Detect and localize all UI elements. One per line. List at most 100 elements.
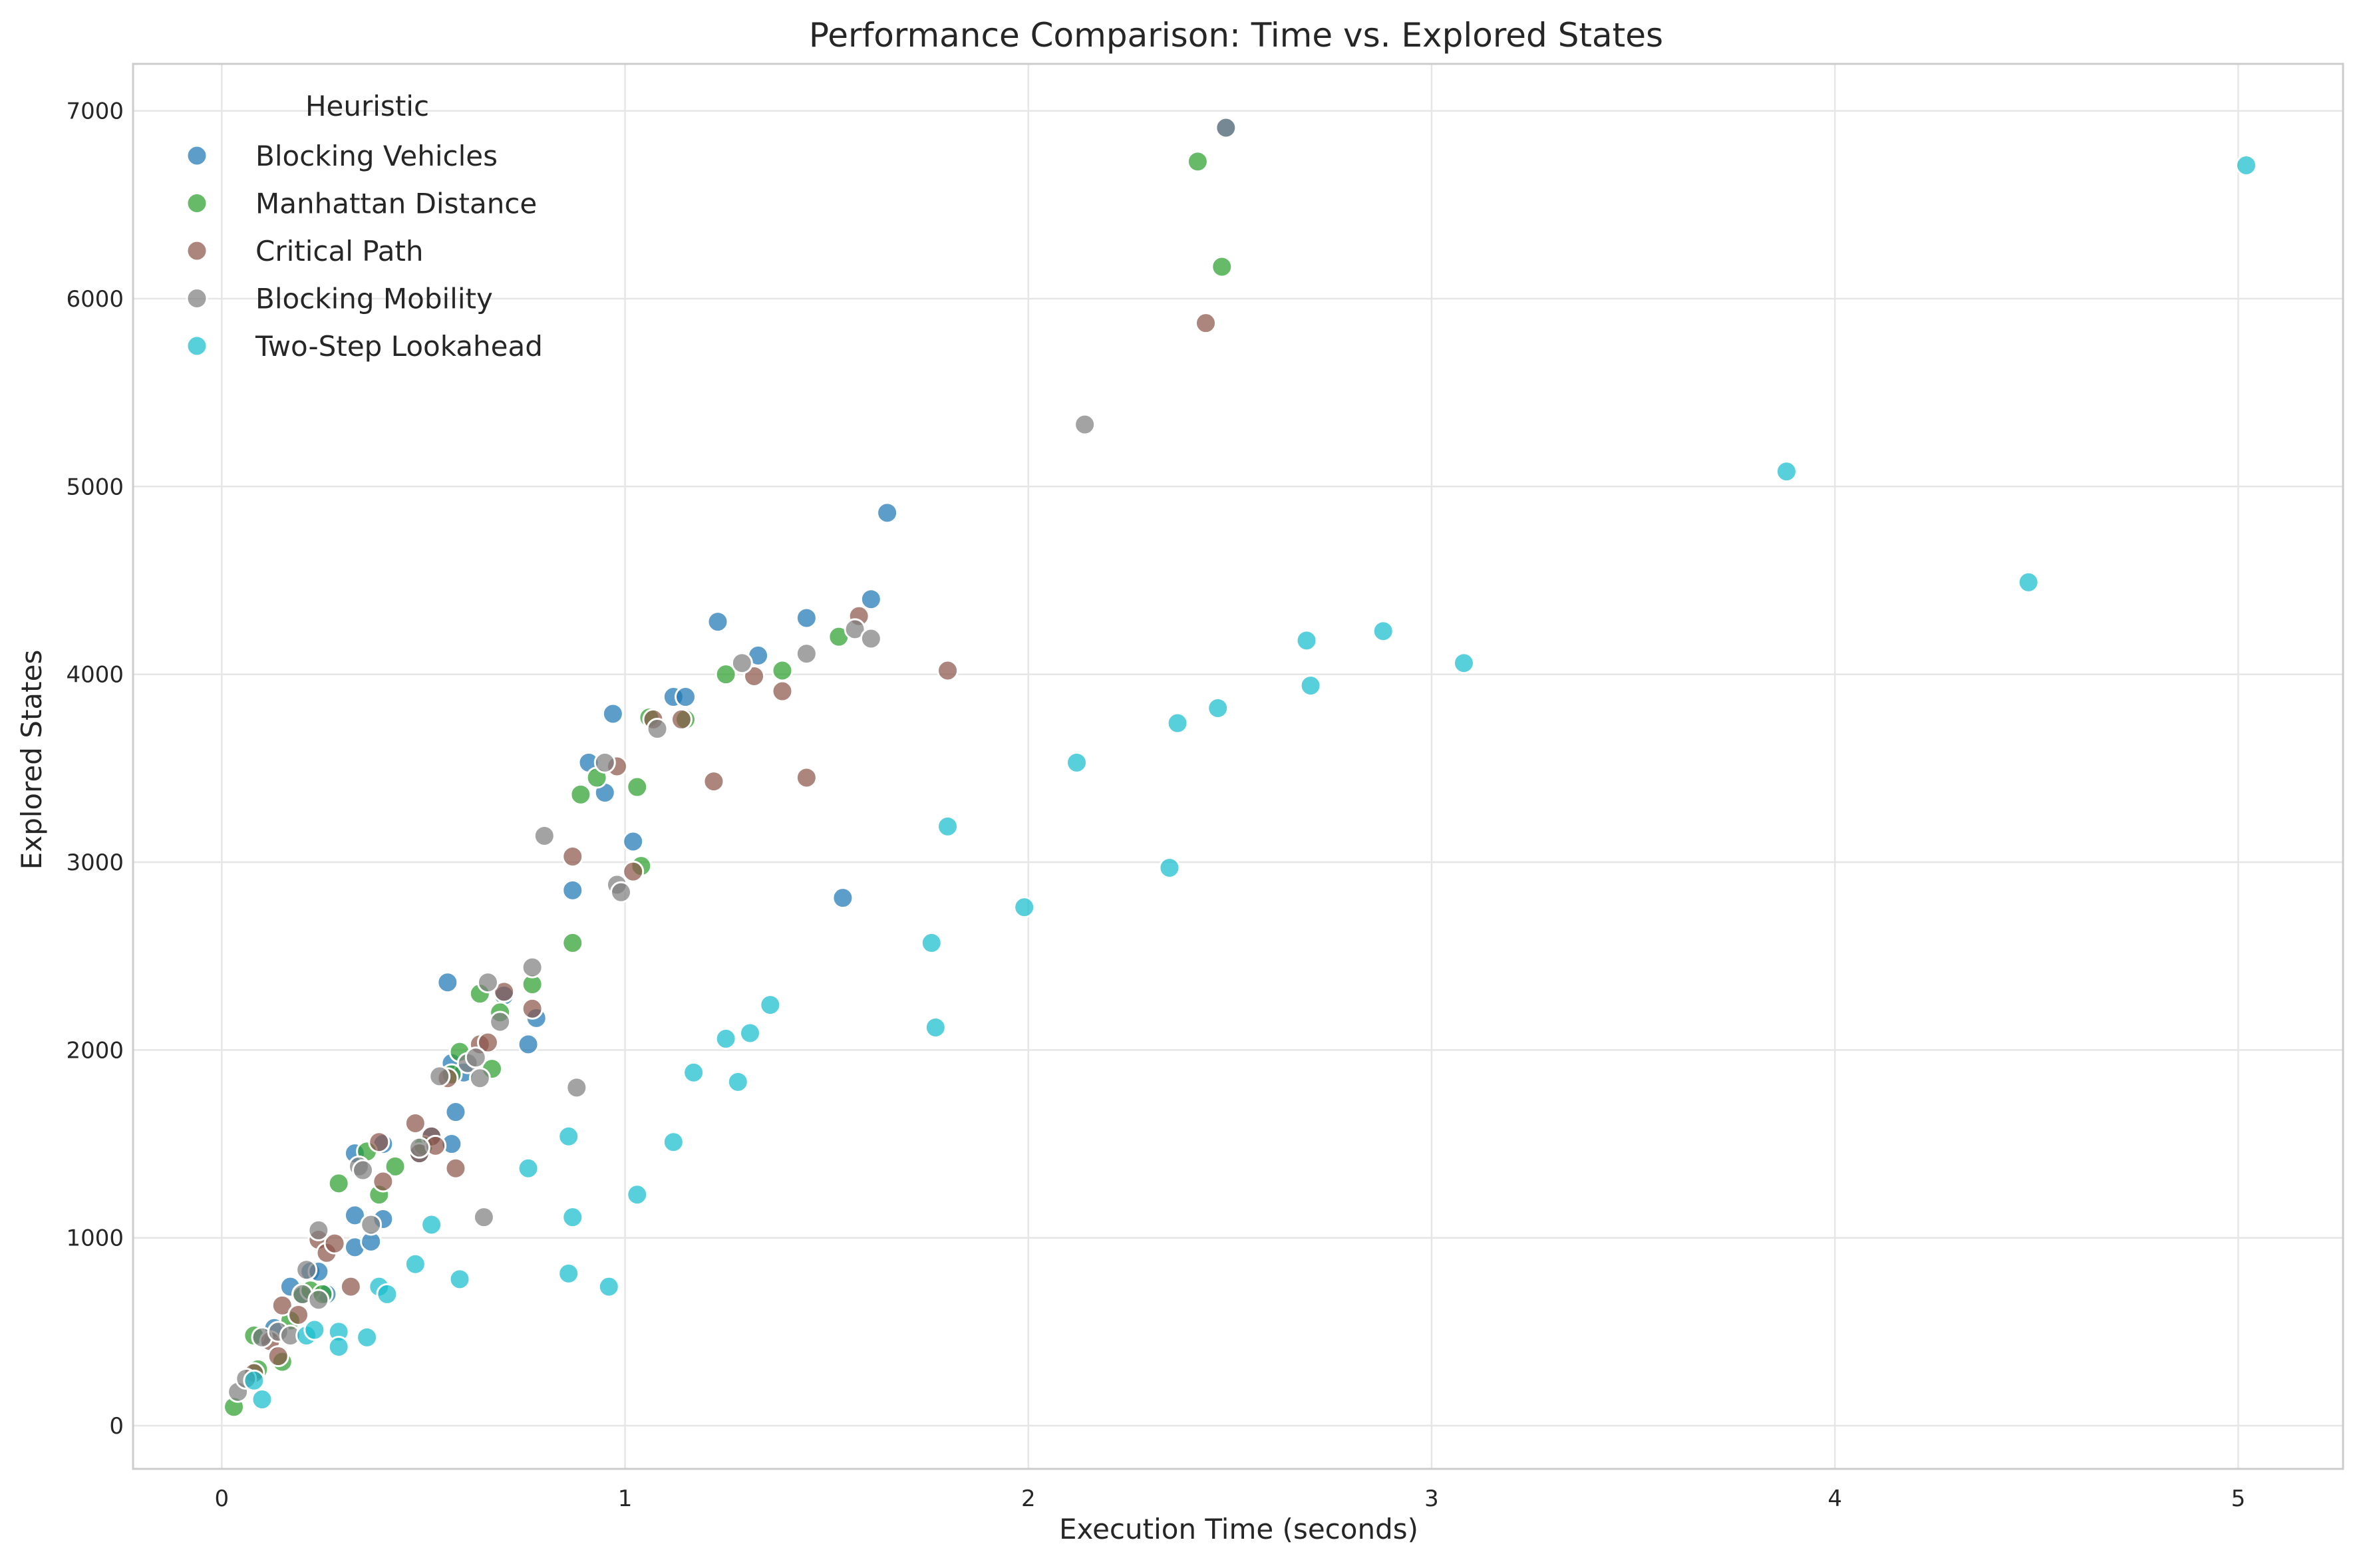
data-point	[1215, 116, 1237, 139]
plot-frame	[132, 63, 2344, 1470]
legend-marker	[186, 335, 208, 357]
data-point	[521, 997, 544, 1020]
data-point	[675, 686, 697, 708]
data-point	[1295, 629, 1318, 652]
data-point	[472, 1206, 495, 1229]
data-point	[476, 971, 499, 994]
data-point	[323, 1232, 346, 1255]
x-axis-ticks: 0 1 2 3 4 5	[215, 1486, 2246, 1512]
data-point	[795, 607, 818, 629]
x-tick-label: 5	[2231, 1486, 2246, 1512]
data-point	[352, 1159, 375, 1181]
data-point	[920, 931, 943, 954]
data-point	[832, 887, 854, 909]
data-point	[368, 1131, 391, 1154]
data-point	[476, 1031, 499, 1054]
data-point	[593, 751, 616, 774]
series-4	[243, 154, 2258, 1411]
data-point	[1372, 620, 1394, 643]
data-point	[408, 1136, 430, 1159]
data-point	[2235, 154, 2258, 176]
y-tick-label: 4000	[66, 662, 124, 689]
data-points	[223, 116, 2258, 1418]
data-point	[372, 1170, 394, 1193]
legend-title: Heuristic	[305, 90, 429, 122]
chart-title: Performance Comparison: Time vs. Explore…	[809, 16, 1663, 55]
data-point	[610, 881, 633, 903]
data-point	[327, 1335, 350, 1358]
data-point	[343, 1204, 366, 1227]
data-point	[795, 643, 818, 665]
data-point	[339, 1275, 362, 1298]
x-tick-label: 1	[618, 1486, 633, 1512]
x-axis-label: Execution Time (seconds)	[1059, 1513, 1418, 1545]
data-point	[565, 1076, 588, 1099]
data-point	[493, 981, 516, 1003]
data-point	[707, 611, 729, 633]
data-point	[517, 1157, 540, 1179]
data-point	[1074, 413, 1096, 436]
legend-marker	[186, 239, 208, 262]
data-point	[601, 703, 624, 725]
data-point	[714, 663, 737, 686]
legend-marker	[186, 144, 208, 167]
data-point	[683, 1061, 705, 1084]
y-tick-label: 2000	[66, 1037, 124, 1064]
data-point	[860, 588, 882, 611]
data-point	[436, 971, 459, 994]
data-point	[448, 1268, 471, 1291]
data-point	[844, 618, 866, 641]
x-tick-label: 0	[215, 1486, 230, 1512]
y-tick-label: 7000	[66, 98, 124, 125]
y-axis-ticks: 0 1000 2000 3000 4000 5000 6000 7000	[66, 98, 124, 1440]
data-point	[303, 1319, 326, 1341]
legend-label: Blocking Mobility	[255, 283, 493, 315]
data-point	[561, 879, 584, 901]
data-point	[1207, 697, 1229, 719]
y-tick-label: 5000	[66, 474, 124, 500]
y-tick-label: 3000	[66, 850, 124, 876]
data-point	[1452, 652, 1475, 675]
data-point	[287, 1303, 310, 1326]
data-point	[360, 1213, 383, 1236]
data-point	[1013, 896, 1036, 919]
legend-label: Manhattan Distance	[255, 188, 537, 220]
data-point	[557, 1262, 580, 1285]
data-point	[428, 1065, 451, 1088]
series-2	[243, 312, 1217, 1384]
data-point	[1186, 150, 1209, 173]
data-point	[420, 1213, 443, 1236]
data-point	[404, 1112, 426, 1134]
data-point	[646, 718, 669, 740]
data-point	[726, 1070, 749, 1093]
legend-label: Two-Step Lookahead	[255, 330, 543, 363]
data-point	[670, 708, 693, 730]
legend-label: Critical Path	[255, 235, 424, 267]
y-tick-label: 6000	[66, 286, 124, 313]
data-point	[376, 1283, 398, 1305]
data-point	[307, 1289, 330, 1311]
data-point	[267, 1345, 289, 1368]
data-point	[327, 1172, 350, 1195]
data-point	[444, 1101, 467, 1124]
data-point	[404, 1253, 426, 1275]
plot-area	[133, 64, 2343, 1469]
data-point	[622, 830, 645, 853]
data-point	[561, 1206, 584, 1229]
y-tick-label: 1000	[66, 1225, 124, 1252]
data-point	[730, 652, 753, 675]
data-point	[521, 956, 544, 979]
data-point	[703, 770, 725, 793]
data-point	[517, 1033, 540, 1056]
series-3	[227, 116, 1237, 1403]
data-point	[795, 766, 818, 789]
data-point	[243, 1369, 265, 1392]
data-point	[626, 776, 649, 798]
data-point	[557, 1125, 580, 1148]
data-point	[771, 659, 794, 682]
data-point	[597, 1275, 620, 1298]
data-point	[271, 1294, 293, 1317]
data-point	[444, 1157, 467, 1179]
data-point	[533, 824, 555, 847]
